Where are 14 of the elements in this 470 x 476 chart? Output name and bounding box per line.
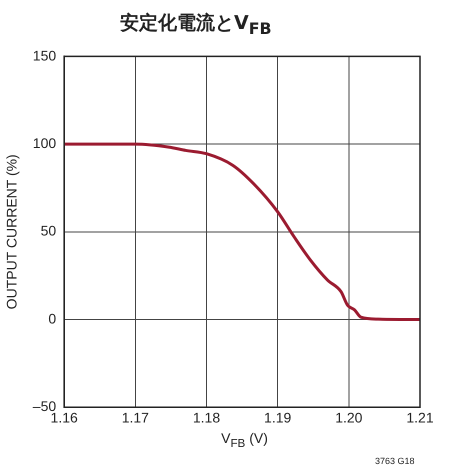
- x-tick-label: 1.18: [192, 409, 220, 426]
- y-tick-label: 150: [32, 47, 56, 64]
- text: 3763 G18: [375, 456, 415, 466]
- line-series: [64, 142, 420, 321]
- y-tick-label: 50: [40, 222, 56, 239]
- x-tick-label: 1.20: [335, 409, 363, 426]
- y-axis-title: OUTPUT CURRENT (%): [3, 154, 20, 310]
- y-tick-label: 100: [32, 134, 56, 151]
- x-axis-title: V$_{FB}$ (V): [220, 430, 269, 450]
- chart-title: 安定化電流とV$_{FB}$: [120, 11, 272, 38]
- x-tick-label: 1.19: [264, 409, 292, 426]
- x-tick-label: 1.21: [406, 409, 434, 426]
- x-tick-label: 1.17: [122, 409, 150, 426]
- y-tick-label: 0: [48, 310, 56, 326]
